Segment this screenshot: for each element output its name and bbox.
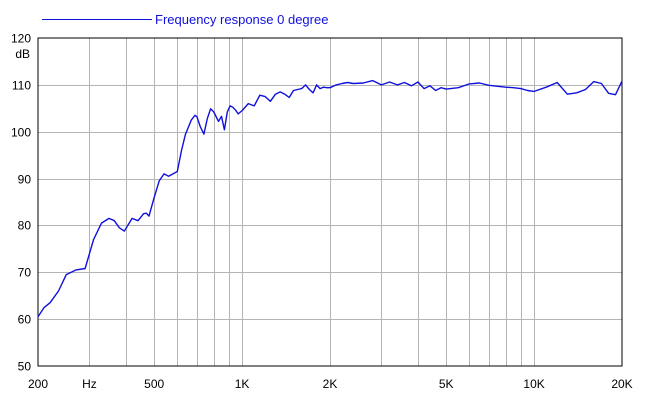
plot-frame [37, 37, 623, 367]
y-tick-label: 80 [18, 219, 32, 233]
x-tick-label: 200 [28, 377, 48, 391]
series-layer [37, 79, 623, 318]
y-tick-label: 70 [18, 266, 32, 280]
x-tick-label: 5K [439, 377, 454, 391]
x-tick-label: 2K [323, 377, 338, 391]
tick-label-layer: 50 60 70 80 90 100 110 120 200 Hz 500 1K 2K 5K 10K 20K [11, 32, 633, 392]
x-tick-label: 1K [235, 377, 250, 391]
y-tick-label: 90 [18, 173, 32, 187]
x-tick-label: 500 [144, 377, 164, 391]
y-tick-label: 120 [11, 32, 31, 46]
y-tick-label: 100 [11, 126, 31, 140]
x-tick-label: Hz [82, 377, 97, 391]
x-tick-label: 10K [523, 377, 544, 391]
legend-series-name: Frequency response 0 degree [155, 12, 328, 27]
y-axis-unit-label: dB [15, 47, 30, 61]
legend: Frequency response 0 degree [42, 12, 328, 27]
grid-layer [38, 38, 622, 366]
series-line-frequency-response [37, 79, 623, 318]
x-tick-label: 20K [611, 377, 632, 391]
y-tick-label: 60 [18, 313, 32, 327]
y-tick-label: 50 [18, 360, 32, 374]
y-tick-label: 110 [12, 79, 31, 93]
